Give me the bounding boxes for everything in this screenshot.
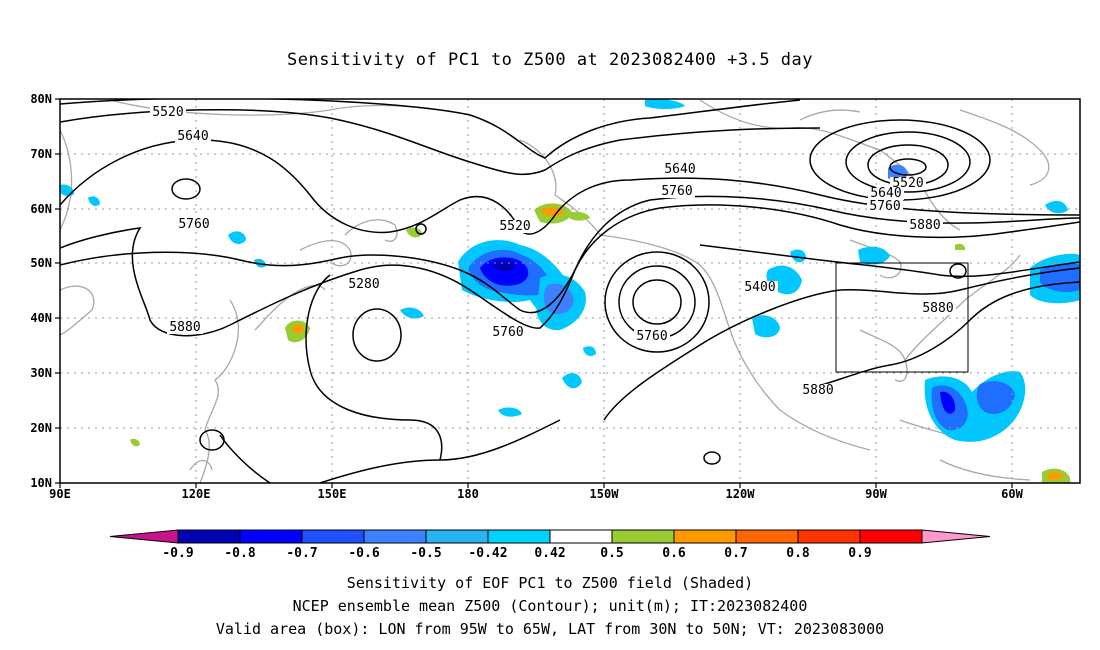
caption-shaded: Sensitivity of EOF PC1 to Z500 field (Sh… bbox=[346, 574, 754, 592]
colorbar-box bbox=[859, 529, 923, 544]
graticule bbox=[60, 99, 1080, 483]
colorbar-label: -0.9 bbox=[162, 546, 193, 561]
caption-valid-area: Valid area (box): LON from 95W to 65W, L… bbox=[215, 620, 885, 638]
contour-label-bg bbox=[868, 187, 904, 200]
contour-label-bg bbox=[167, 321, 203, 334]
contour-label-bg bbox=[346, 278, 382, 291]
lat-label: 70N bbox=[30, 147, 52, 161]
contour-label: 5760 bbox=[492, 325, 523, 340]
contour-label-bg bbox=[800, 384, 836, 397]
contour-label-bg bbox=[907, 219, 943, 232]
colorbar-label: -0.7 bbox=[286, 546, 317, 561]
sensitivity-shading bbox=[60, 99, 1080, 483]
map-border bbox=[59, 98, 1081, 484]
colorbar-box bbox=[487, 529, 551, 544]
contour-label: 5760 bbox=[869, 199, 900, 214]
contour-label-bg bbox=[890, 177, 926, 190]
colorbar-box bbox=[177, 529, 241, 544]
colorbar-label: -0.5 bbox=[410, 546, 441, 561]
colorbar-label: 0.6 bbox=[662, 546, 686, 561]
lon-label: 120W bbox=[726, 487, 756, 501]
lon-axis: 90E 120E 150E 180 150W 120W 90W 60W bbox=[49, 483, 1024, 501]
contour-label: 5640 bbox=[870, 186, 901, 201]
colorbar-high-triangle bbox=[921, 529, 991, 544]
contour-label-bg bbox=[175, 130, 211, 143]
contour-label-bg bbox=[659, 185, 695, 198]
lon-label: 90E bbox=[49, 487, 71, 501]
colorbar-box bbox=[301, 529, 365, 544]
contour-label: 5400 bbox=[744, 280, 775, 295]
lon-label: 180 bbox=[457, 487, 479, 501]
contour-label: 5520 bbox=[499, 219, 530, 234]
contour-label-bg bbox=[176, 218, 212, 231]
lat-label: 30N bbox=[30, 366, 52, 380]
lat-axis: 80N 70N 60N 50N 40N 30N 20N 10N bbox=[30, 92, 60, 490]
contour-label-bg bbox=[634, 330, 670, 343]
valid-area-box bbox=[835, 262, 969, 373]
contour-label: 5880 bbox=[169, 320, 200, 335]
lon-label: 120E bbox=[182, 487, 211, 501]
colorbar-label: -0.8 bbox=[224, 546, 255, 561]
contour-label: 5520 bbox=[152, 105, 183, 120]
colorbar-box bbox=[363, 529, 427, 544]
lon-label: 60W bbox=[1001, 487, 1023, 501]
lat-label: 40N bbox=[30, 311, 52, 325]
colorbar-label: 0.42 bbox=[534, 546, 565, 561]
z500-contours bbox=[60, 99, 1080, 483]
contour-label: 5280 bbox=[348, 277, 379, 292]
lat-label: 50N bbox=[30, 256, 52, 270]
contour-label: 5880 bbox=[802, 383, 833, 398]
contour-label-bg bbox=[497, 220, 533, 233]
colorbar-box bbox=[549, 529, 613, 544]
lat-label: 60N bbox=[30, 202, 52, 216]
colorbar: -0.9 -0.8 -0.7 -0.6 -0.5 -0.42 0.42 0.5 0.6 0.7 0.… bbox=[109, 529, 991, 561]
lon-label: 90W bbox=[865, 487, 887, 501]
lat-label: 20N bbox=[30, 421, 52, 435]
contour-label-bg bbox=[920, 302, 956, 315]
colorbar-box bbox=[425, 529, 489, 544]
contour-label: 5880 bbox=[909, 218, 940, 233]
colorbar-box bbox=[611, 529, 675, 544]
contour-label: 5760 bbox=[661, 184, 692, 199]
colorbar-box bbox=[673, 529, 737, 544]
colorbar-label: 0.8 bbox=[786, 546, 810, 561]
colorbar-label: 0.9 bbox=[848, 546, 871, 561]
colorbar-box bbox=[797, 529, 861, 544]
colorbar-box bbox=[735, 529, 799, 544]
colorbar-label: -0.42 bbox=[468, 546, 507, 561]
contour-label: 5640 bbox=[177, 129, 208, 144]
contour-label-bg bbox=[490, 326, 526, 339]
contour-label: 5880 bbox=[922, 301, 953, 316]
colorbar-label: 0.5 bbox=[600, 546, 623, 561]
lat-label: 80N bbox=[30, 92, 52, 106]
colorbar-low-triangle bbox=[109, 529, 179, 544]
contour-label-bg bbox=[662, 163, 698, 176]
page-title: Sensitivity of PC1 to Z500 at 2023082400… bbox=[286, 50, 813, 70]
lon-label: 150W bbox=[590, 487, 620, 501]
lat-label: 10N bbox=[30, 476, 52, 490]
contour-label: 5640 bbox=[664, 162, 695, 177]
colorbar-label: 0.7 bbox=[724, 546, 747, 561]
contour-label: 5760 bbox=[178, 217, 209, 232]
contour-label: 5760 bbox=[636, 329, 667, 344]
coastlines bbox=[60, 99, 1050, 483]
colorbar-label: -0.6 bbox=[348, 546, 379, 561]
caption-contour: NCEP ensemble mean Z500 (Contour); unit(… bbox=[292, 597, 808, 615]
colorbar-box bbox=[239, 529, 303, 544]
contour-label-bg bbox=[150, 106, 186, 119]
lon-label: 150E bbox=[318, 487, 347, 501]
contour-label-bg bbox=[742, 281, 778, 294]
contour-label-bg bbox=[867, 200, 903, 213]
